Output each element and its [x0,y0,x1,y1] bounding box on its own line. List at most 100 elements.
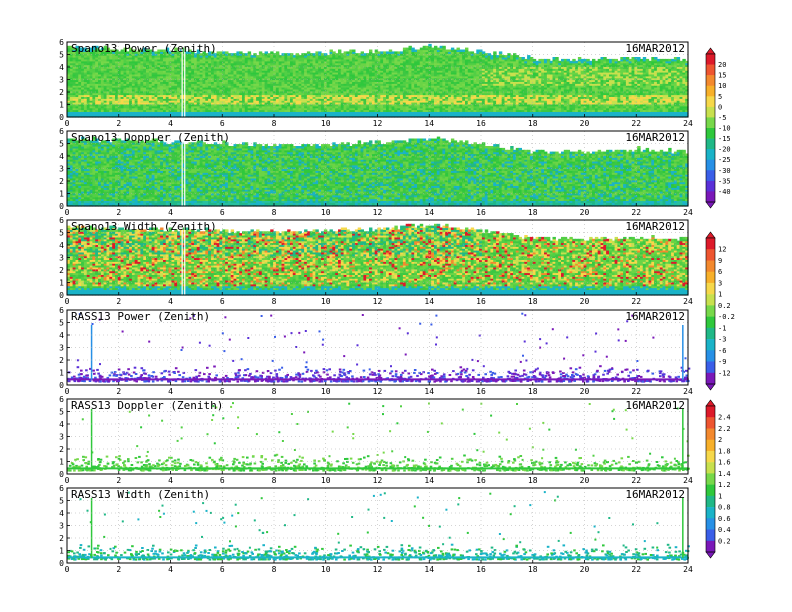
x-tick-label: 14 [424,387,434,396]
y-tick-label: 2 [59,266,64,275]
y-tick-label: 0 [59,113,64,122]
colorbar-label: -6 [718,347,726,355]
y-tick-label: 3 [59,433,64,442]
y-tick-label: 4 [59,63,64,72]
x-tick-label: 14 [424,476,434,485]
colorbar-label: 10 [718,82,726,90]
colorbar-swatch [706,518,715,530]
colorbar-swatch [706,429,715,441]
x-tick-label: 4 [168,208,173,217]
colorbar-label: -15 [718,135,731,143]
colorbar-swatch [706,541,715,553]
x-tick-label: 16 [476,565,486,574]
colorbar-swatch [706,238,715,250]
colorbar-arrow-top [706,232,715,238]
x-tick-label: 16 [476,297,486,306]
x-tick-label: 24 [683,387,693,396]
x-tick-label: 2 [116,476,121,485]
x-tick-label: 6 [220,297,225,306]
x-tick-label: 20 [580,565,590,574]
colorbar-label: 2.2 [718,425,731,433]
colorbar-label: 1.2 [718,481,731,489]
y-tick-label: 1 [59,101,64,110]
y-tick-label: 6 [59,216,64,225]
panel-date: 16MAR2012 [625,488,685,501]
colorbar-label: -9 [718,358,726,366]
x-tick-label: 14 [424,119,434,128]
panel-title: Spano13 Width (Zenith) [71,220,217,233]
colorbar-rass: 2.42.221.81.61.41.210.80.60.40.2 [706,400,731,558]
x-tick-label: 18 [528,208,538,217]
y-tick-label: 4 [59,331,64,340]
y-tick-label: 0 [59,381,64,390]
x-tick-label: 24 [683,297,693,306]
colorbar-swatch [706,170,715,181]
y-tick-label: 6 [59,484,64,493]
colorbar-swatch [706,75,715,86]
colorbar-swatch [706,261,715,273]
colorbar-swatch [706,485,715,497]
x-tick-label: 6 [220,565,225,574]
x-tick-label: 16 [476,387,486,396]
y-tick-label: 0 [59,291,64,300]
colorbar-swatch [706,249,715,261]
colorbar-label: 5 [718,93,722,101]
y-tick-label: 5 [59,319,64,328]
x-tick-label: 6 [220,387,225,396]
y-tick-label: 0 [59,470,64,479]
y-tick-label: 1 [59,458,64,467]
x-tick-label: 10 [321,297,331,306]
colorbar-label: -40 [718,188,731,196]
colorbar-label: -12 [718,369,731,377]
x-tick-label: 22 [631,119,641,128]
colorbar-label: 3 [718,279,722,287]
colorbar-swatch [706,462,715,474]
x-tick-label: 24 [683,208,693,217]
y-tick-label: 6 [59,306,64,315]
colorbar-swatch [706,473,715,485]
x-tick-label: 8 [272,387,277,396]
x-tick-label: 12 [373,208,383,217]
colorbar-swatch [706,350,715,362]
colorbar-swatch [706,451,715,463]
colorbar-label: -0.2 [718,313,735,321]
x-tick-label: 4 [168,297,173,306]
x-tick-label: 8 [272,476,277,485]
colorbar-swatch [706,54,715,65]
x-tick-label: 12 [373,476,383,485]
colorbar-swatch [706,507,715,518]
colorbar-label: 2.4 [718,414,731,422]
x-tick-label: 0 [65,297,70,306]
x-tick-label: 10 [321,119,331,128]
colorbar-label: -35 [718,177,731,185]
x-tick-label: 22 [631,565,641,574]
colorbar-label: 1.6 [718,459,731,467]
y-tick-label: 5 [59,497,64,506]
colorbar-swatch [706,496,715,508]
x-tick-label: 12 [373,565,383,574]
colorbar-swatch [706,107,715,118]
y-tick-label: 0 [59,559,64,568]
x-tick-label: 0 [65,119,70,128]
colorbar-label: -10 [718,125,731,133]
y-tick-label: 2 [59,88,64,97]
x-tick-label: 2 [116,119,121,128]
y-tick-label: 6 [59,38,64,47]
colorbar-label: 12 [718,246,726,254]
x-tick-label: 20 [580,476,590,485]
colorbars-group: 20151050-5-10-15-20-25-30-35-401296310.2… [706,48,735,558]
x-tick-label: 20 [580,119,590,128]
colorbar-label: 0.8 [718,504,731,512]
panel-title: RASS13 Width (Zenith) [71,488,210,501]
colorbar-swatch [706,417,715,429]
colorbar-label: -3 [718,336,726,344]
panel-date: 16MAR2012 [625,42,685,55]
colorbar-label: -25 [718,156,731,164]
x-tick-label: 2 [116,387,121,396]
colorbar-label: 1.8 [718,447,731,455]
y-tick-label: 3 [59,254,64,263]
x-tick-label: 4 [168,387,173,396]
